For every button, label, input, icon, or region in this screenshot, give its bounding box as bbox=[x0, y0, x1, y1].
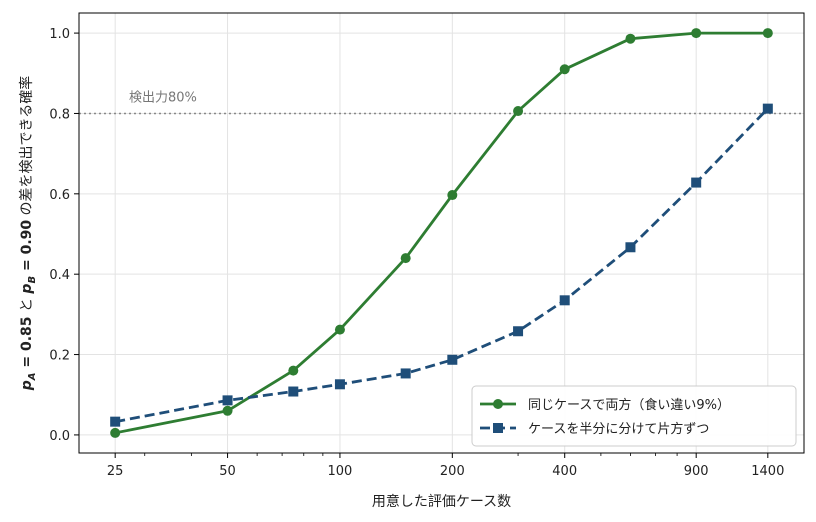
series-point bbox=[447, 354, 458, 365]
y-axis-label: pA = 0.85 と pB = 0.90 の差を検出できる確率 bbox=[18, 76, 38, 392]
series-point bbox=[334, 324, 345, 335]
series-point bbox=[447, 190, 458, 201]
reference-line-label: 検出力80% bbox=[129, 90, 197, 105]
series-point bbox=[400, 253, 411, 264]
y-tick-label: 0.8 bbox=[49, 107, 70, 122]
series-point bbox=[513, 106, 524, 117]
series-point bbox=[334, 379, 345, 390]
series-group bbox=[110, 28, 773, 438]
series-point bbox=[110, 416, 121, 427]
y-label-pb-sub: B bbox=[27, 276, 38, 284]
legend-box bbox=[471, 385, 797, 447]
series-point bbox=[762, 28, 773, 39]
y-tick-label: 0.2 bbox=[49, 349, 70, 364]
x-tick-label: 1400 bbox=[751, 464, 784, 479]
y-label-pb: p bbox=[19, 284, 35, 295]
y-tick-label: 1.0 bbox=[49, 27, 70, 42]
x-tick-label: 25 bbox=[107, 464, 124, 479]
series-point bbox=[222, 395, 233, 406]
series-point bbox=[400, 368, 411, 379]
series-point bbox=[625, 33, 636, 44]
y-label-pa: p bbox=[19, 380, 35, 391]
legend-label: 同じケースで両方（食い違い9%） bbox=[528, 397, 730, 413]
legend: 同じケースで両方（食い違い9%） ケースを半分に分けて片方ずつ bbox=[471, 385, 797, 447]
x-axis-ticks: 25 50 100 200 400 900 1400 bbox=[107, 453, 784, 479]
series-point bbox=[691, 28, 702, 39]
x-tick-label: 400 bbox=[552, 464, 577, 479]
plot-frame bbox=[78, 12, 805, 454]
x-tick-label: 50 bbox=[219, 464, 236, 479]
legend-label: ケースを半分に分けて片方ずつ bbox=[528, 421, 709, 437]
legend-marker bbox=[493, 399, 503, 409]
x-tick-label: 100 bbox=[328, 464, 353, 479]
y-tick-label: 0.6 bbox=[49, 188, 70, 203]
y-label-and: と bbox=[19, 294, 35, 317]
series-line bbox=[114, 107, 769, 424]
y-axis-ticks: 0.0 0.2 0.4 0.6 0.8 1.0 bbox=[49, 27, 79, 444]
legend-marker bbox=[493, 423, 503, 433]
y-label-pa-sub: A bbox=[27, 373, 38, 382]
series-point bbox=[288, 365, 299, 376]
series-point bbox=[625, 242, 636, 253]
series-point bbox=[559, 64, 570, 75]
series-point bbox=[762, 103, 773, 114]
x-axis-label: 用意した評価ケース数 bbox=[372, 493, 511, 510]
series-point bbox=[110, 427, 121, 438]
x-tick-label: 900 bbox=[684, 464, 709, 479]
y-label-pa-eq: = 0.85 bbox=[19, 316, 35, 372]
series-point bbox=[691, 177, 702, 188]
series-point bbox=[288, 386, 299, 397]
x-tick-label: 200 bbox=[440, 464, 465, 479]
y-tick-label: 0.4 bbox=[49, 268, 70, 283]
y-tick-label: 0.0 bbox=[49, 429, 70, 444]
series-point bbox=[559, 295, 570, 306]
series-point bbox=[222, 405, 233, 416]
y-label-pb-eq: = 0.90 bbox=[19, 220, 35, 276]
series-point bbox=[513, 326, 524, 337]
y-label-rest: の差を検出できる確率 bbox=[18, 76, 35, 220]
